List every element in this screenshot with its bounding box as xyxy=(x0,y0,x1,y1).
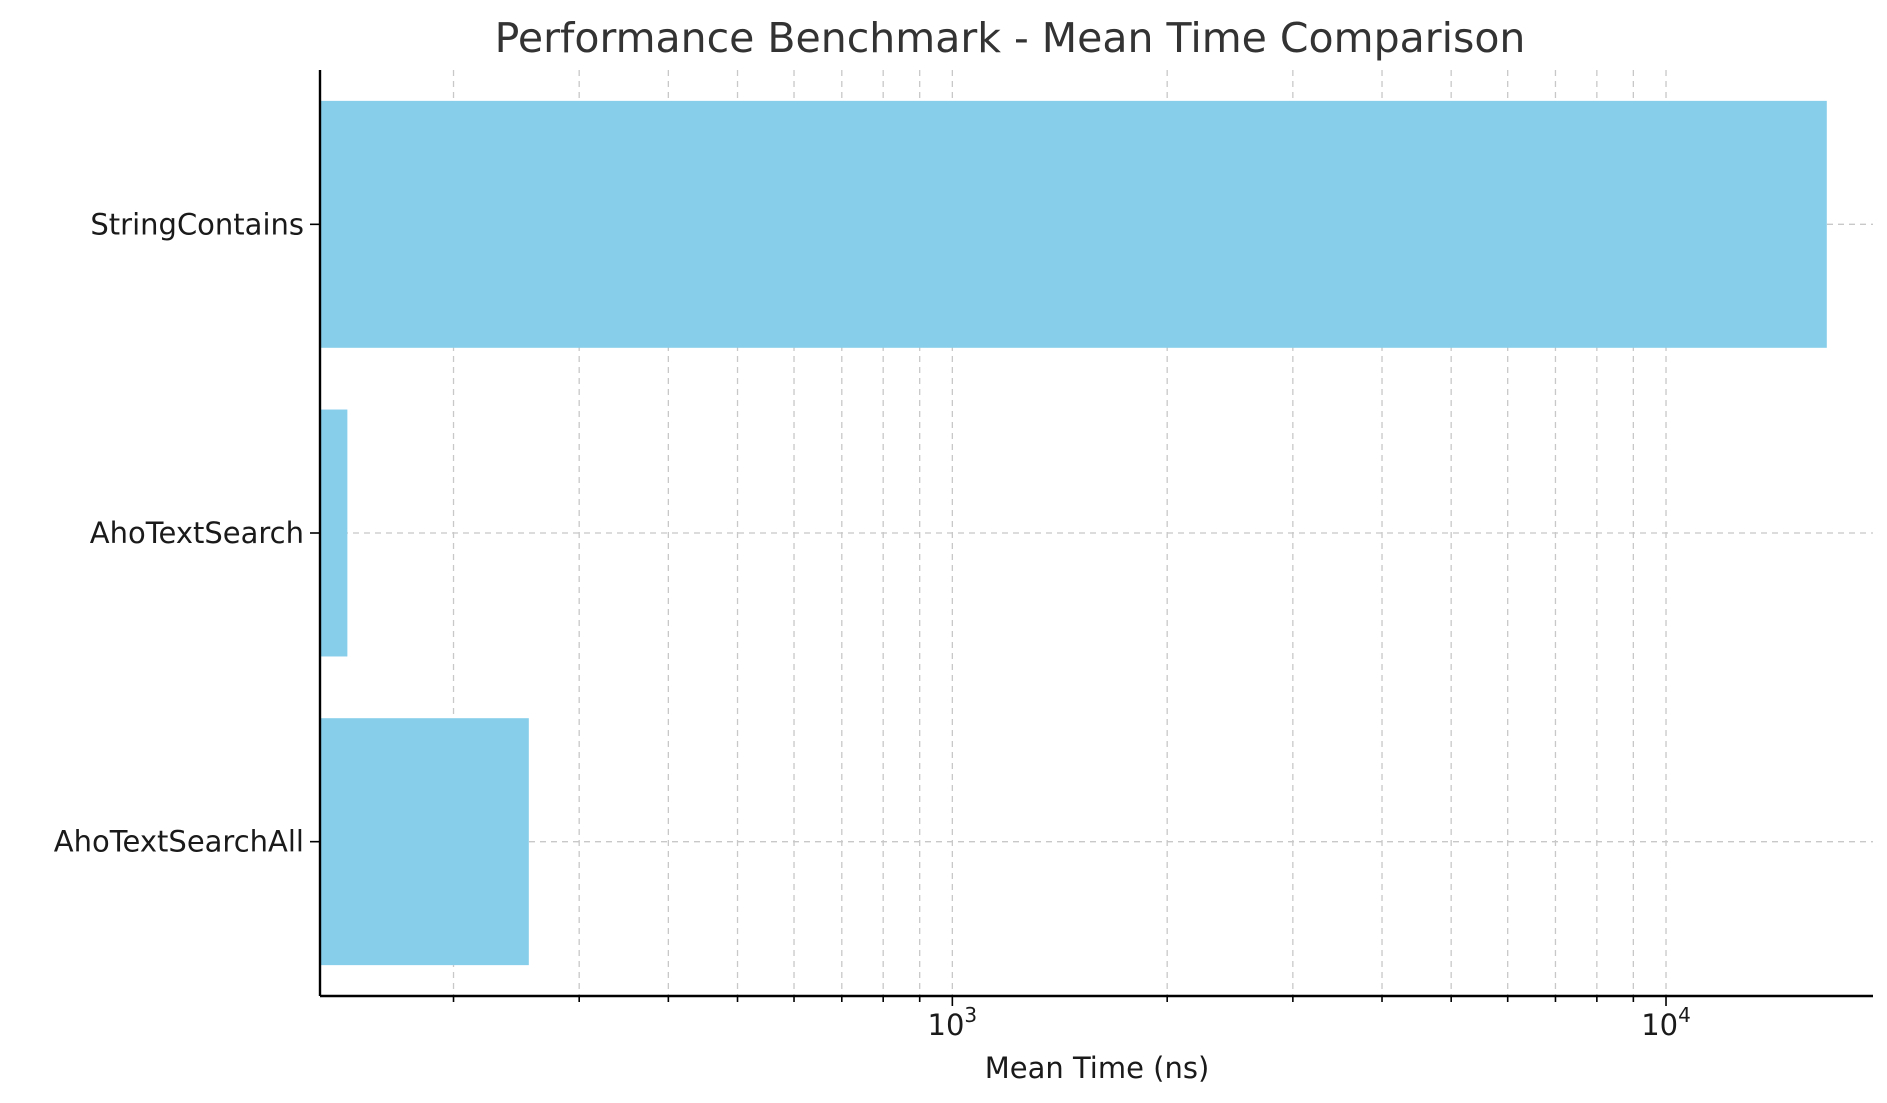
bar-ahotextsearchall xyxy=(320,718,529,966)
y-tick-label: AhoTextSearch xyxy=(90,516,304,550)
y-tick-label: StringContains xyxy=(90,207,304,241)
x-axis-label: Mean Time (ns) xyxy=(985,1051,1210,1085)
x-tick-label: 104 xyxy=(1641,1003,1691,1042)
bar-stringcontains xyxy=(320,100,1827,348)
y-tick-label: AhoTextSearchAll xyxy=(54,825,304,859)
chart-title: Performance Benchmark - Mean Time Compar… xyxy=(495,14,1526,62)
ticks-layer: StringContains AhoTextSearch AhoTextSearch… xyxy=(54,207,1691,1042)
x-tick-label: 103 xyxy=(928,1003,978,1042)
bar-ahotextsearch xyxy=(320,409,348,657)
bars-layer xyxy=(320,100,1827,966)
